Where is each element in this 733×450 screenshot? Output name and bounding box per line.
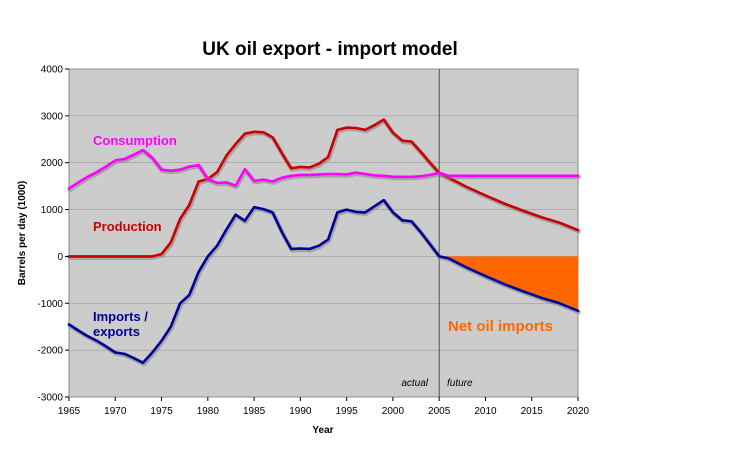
- x-tick-label: 1965: [58, 406, 81, 417]
- legend-imports-exports-line1: Imports /: [93, 309, 148, 324]
- net-oil-imports-label: Net oil imports: [448, 318, 553, 335]
- plot-area: [68, 68, 579, 398]
- chart-title: UK oil export - import model: [202, 39, 457, 60]
- x-tick-label: 2020: [567, 406, 590, 417]
- legend-imports-exports-line2: exports: [93, 324, 140, 339]
- series-layer: [67, 118, 582, 367]
- x-tick-label: 1970: [104, 406, 127, 417]
- y-tick-label: 2000: [41, 158, 64, 169]
- consumption-line: [67, 118, 580, 258]
- legend-consumption: Consumption: [93, 133, 177, 148]
- y-tick-label: -3000: [37, 393, 63, 404]
- y-tick-label: 3000: [41, 111, 64, 122]
- y-tick-label: 4000: [41, 65, 64, 76]
- y-tick-label: 0: [57, 252, 63, 263]
- x-tick-label: 1980: [197, 406, 220, 417]
- y-axis-label: Barrels per day (1000): [17, 181, 28, 286]
- y-tick-label: 1000: [41, 205, 64, 216]
- y-tick-label: -2000: [37, 346, 63, 357]
- actual-label: actual: [401, 378, 428, 389]
- x-axis-ticks: 1965 1970 1975 1980 1985 1990 1995 2000 2005 2010…: [58, 397, 590, 417]
- x-tick-label: 2010: [474, 406, 497, 417]
- x-tick-label: 1995: [336, 406, 359, 417]
- x-tick-label: 1990: [289, 406, 312, 417]
- x-tick-label: 1985: [243, 406, 266, 417]
- x-tick-label: 2015: [521, 406, 544, 417]
- production-line: [67, 148, 580, 190]
- y-axis-ticks: 4000 3000 2000 1000 0 -1000 -2000 -3000: [37, 65, 69, 404]
- imports-exports-line: [67, 198, 580, 365]
- x-axis-label: Year: [312, 425, 333, 436]
- x-tick-label: 2000: [382, 406, 405, 417]
- future-label: future: [447, 378, 473, 389]
- x-tick-label: 2005: [428, 406, 451, 417]
- y-tick-label: -1000: [37, 299, 63, 310]
- legend-production: Production: [93, 219, 162, 234]
- x-tick-label: 1975: [150, 406, 173, 417]
